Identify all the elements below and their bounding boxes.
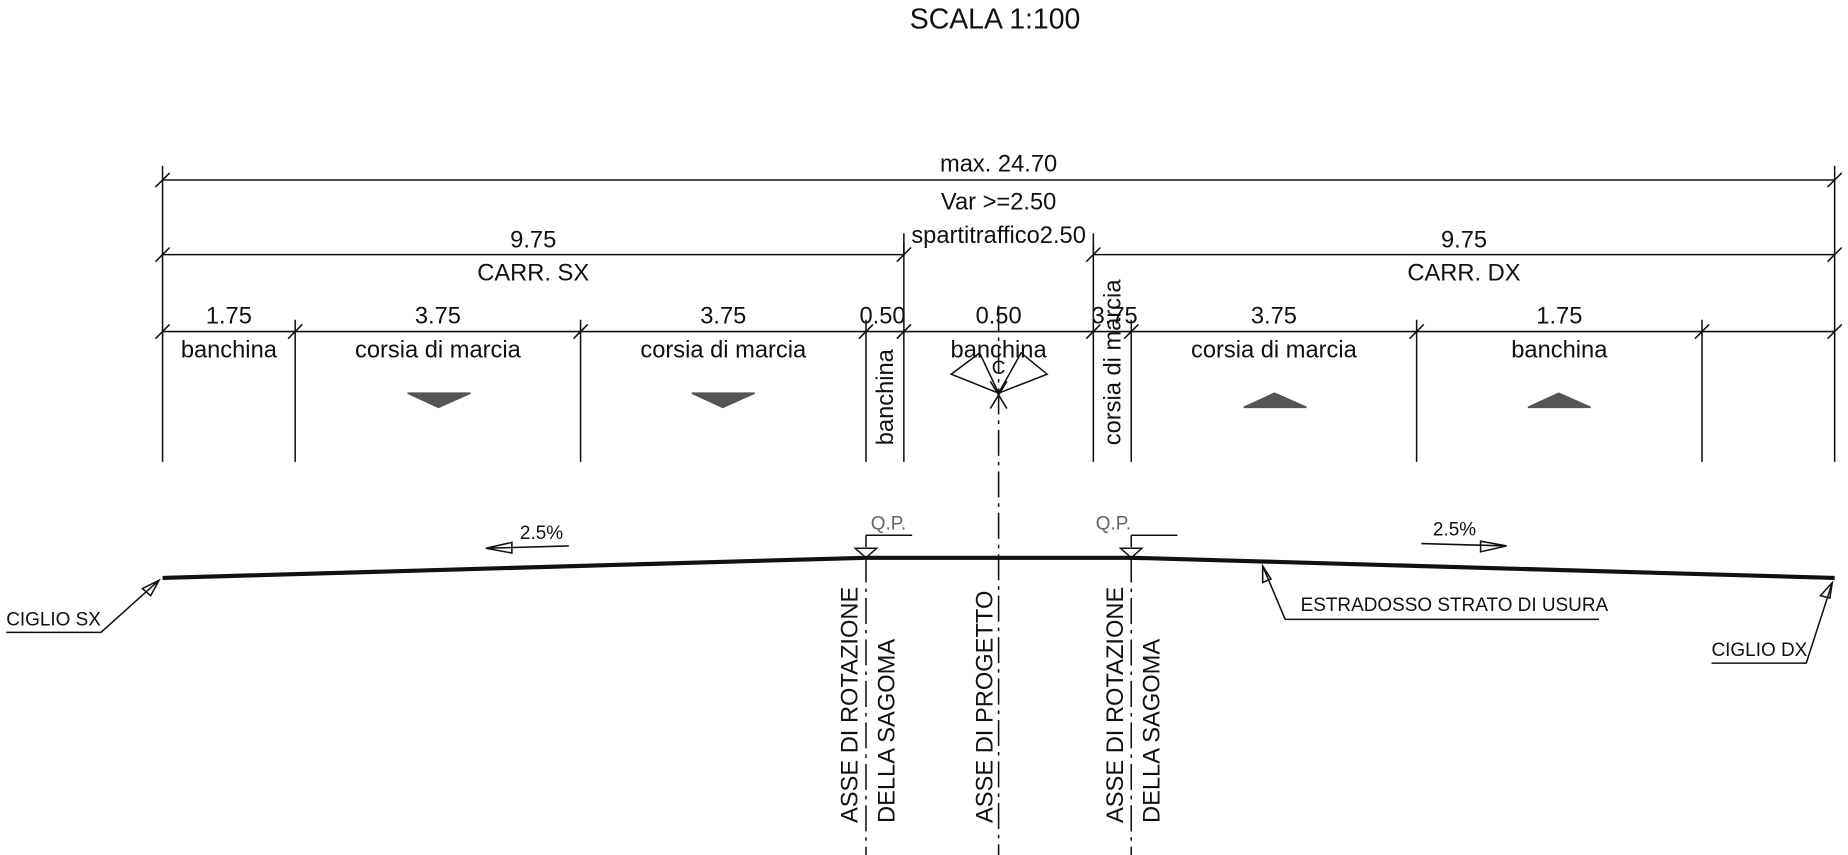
lane-label: corsia di marcia (1101, 279, 1127, 446)
carriageway-width: 9.75 (510, 228, 556, 254)
axis-label: DELLA SAGOMA (874, 639, 900, 823)
lane-width: 3.75 (415, 303, 461, 329)
lane-width: 1.75 (1536, 303, 1582, 329)
axis-label: ASSE DI PROGETTO (973, 591, 999, 823)
carriageway-width: 9.75 (1441, 228, 1487, 254)
lane-label: corsia di marcia (1191, 338, 1358, 364)
lane-label: corsia di marcia (640, 338, 807, 364)
direction-marker (407, 392, 471, 409)
lane-label: banchina (873, 348, 899, 445)
lane-width: 3.75 (1251, 303, 1297, 329)
slope-arrow (485, 541, 569, 554)
lane-width: 3.75 (1092, 303, 1138, 329)
lane-width: 1.75 (206, 303, 252, 329)
median-min: Var >=2.50 (941, 190, 1056, 216)
axis-label: ASSE DI ROTAZIONE (838, 587, 864, 823)
median-width: spartitraffico2.50 (911, 223, 1086, 249)
leader (6, 578, 161, 634)
qp-markers (853, 534, 1178, 559)
lane-label: banchina (1511, 338, 1608, 364)
edge-label: CIGLIO DX (1712, 640, 1808, 661)
qp-label: Q.P. (871, 513, 906, 534)
axis-label: DELLA SAGOMA (1140, 639, 1166, 823)
carriageway-label: CARR. DX (1407, 261, 1520, 287)
direction-marker (1527, 392, 1592, 409)
lane-label: corsia di marcia (355, 338, 522, 364)
lane-width: 3.75 (700, 303, 746, 329)
direction-marker (1243, 392, 1307, 409)
lane-width: 0.50 (860, 303, 906, 329)
direction-marker (691, 392, 755, 409)
carriageway-label: CARR. SX (477, 261, 589, 287)
lane-label: banchina (181, 338, 278, 364)
leader (1261, 563, 1599, 621)
surface-label: ESTRADOSSO STRATO DI USURA (1301, 595, 1609, 616)
qp-label: Q.P. (1096, 513, 1131, 534)
slope-label: 2.5% (1433, 519, 1476, 540)
total-width: max. 24.70 (940, 152, 1057, 178)
edge-label: CIGLIO SX (6, 609, 101, 630)
title: SCALA 1:100 (910, 3, 1081, 35)
slope-label: 2.5% (520, 523, 563, 544)
axis-label: ASSE DI ROTAZIONE (1103, 587, 1129, 823)
slope-arrow (1421, 540, 1507, 553)
leader (1711, 580, 1834, 664)
